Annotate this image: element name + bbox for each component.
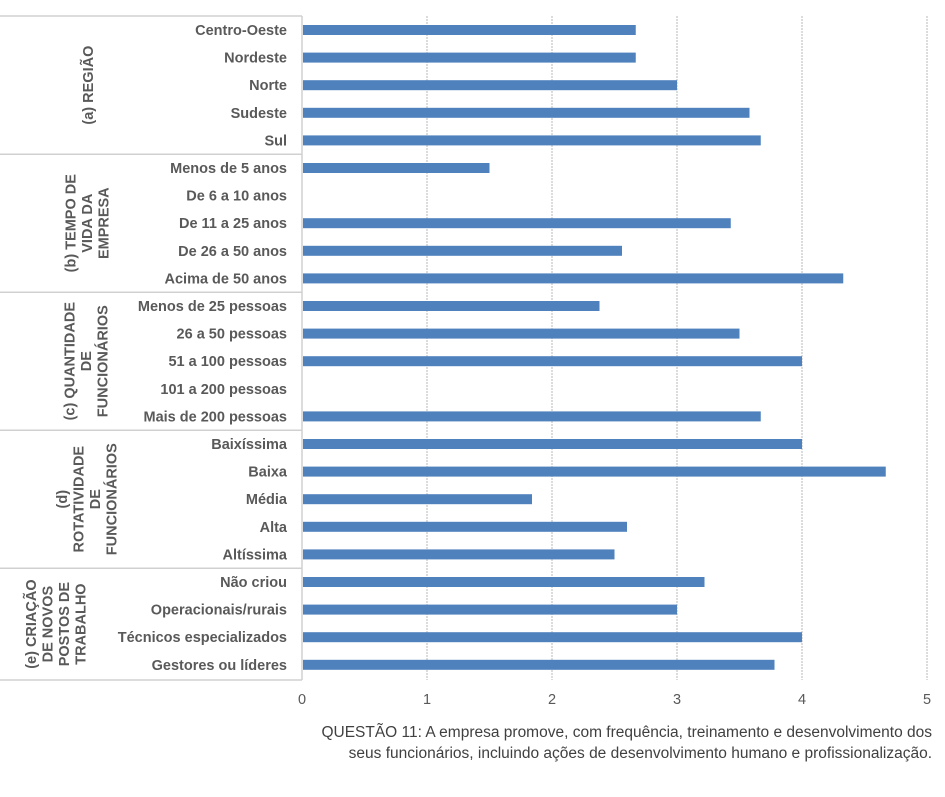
bar xyxy=(303,107,750,118)
caption-line-2: seus funcionários, incluindo ações de de… xyxy=(348,745,932,762)
category-label: Altíssima xyxy=(223,547,288,563)
group-label: (d) xyxy=(55,490,71,509)
bar xyxy=(303,549,615,560)
bar xyxy=(303,218,731,229)
gridlines xyxy=(301,16,928,680)
bars xyxy=(303,25,886,670)
bar xyxy=(303,163,490,173)
bar xyxy=(303,466,886,477)
category-label: Baixa xyxy=(248,465,288,481)
bar xyxy=(303,577,705,587)
group-label: ROTATIVIDADE xyxy=(72,446,88,553)
category-label: Nordeste xyxy=(224,51,287,67)
category-label: Mais de 200 pessoas xyxy=(144,409,287,425)
category-label: 101 a 200 pessoas xyxy=(160,382,287,398)
group-label: (e) CRIAÇÃO xyxy=(22,579,40,668)
x-tick-label: 0 xyxy=(298,692,306,708)
bar xyxy=(303,411,761,422)
category-label: Operacionais/rurais xyxy=(151,603,287,619)
group-label: DE xyxy=(79,351,95,371)
category-label: De 26 a 50 anos xyxy=(178,244,287,260)
category-label: De 6 a 10 anos xyxy=(186,189,287,205)
category-label: Menos de 5 anos xyxy=(170,161,287,177)
bar xyxy=(303,659,775,670)
category-labels: Centro-Oeste Nordeste Norte Sudeste Sul Menos… xyxy=(118,23,288,674)
chart-caption: QUESTÃO 11: A empresa promove, com frequ… xyxy=(150,722,932,764)
x-tick-label: 3 xyxy=(673,692,681,708)
bar xyxy=(303,135,761,146)
caption-line-1: QUESTÃO 11: A empresa promove, com frequ… xyxy=(321,724,932,741)
group-label: TRABALHO xyxy=(74,583,90,664)
category-label: Baixíssima xyxy=(211,437,288,453)
category-label: Acima de 50 anos xyxy=(165,271,288,287)
group-label: EMPRESA xyxy=(97,187,113,259)
group-label: DE NOVOS xyxy=(41,586,57,663)
category-label: Sul xyxy=(264,133,287,149)
group-label: DE xyxy=(88,489,104,509)
bar xyxy=(303,632,802,643)
category-label: 51 a 100 pessoas xyxy=(168,354,287,370)
category-label: 26 a 50 pessoas xyxy=(177,327,287,343)
category-label: Menos de 25 pessoas xyxy=(138,299,287,315)
bar xyxy=(303,245,622,256)
bar xyxy=(303,356,802,367)
group-label: FUNCIONÁRIOS xyxy=(104,443,121,555)
category-label: Alta xyxy=(260,520,288,536)
x-axis-ticks: 0 1 2 3 4 5 xyxy=(298,692,931,708)
group-label: (c) QUANTIDADE xyxy=(63,302,79,421)
group-labels: (a) REGIÃO (b) TEMPO DE VIDA DA EMPRESA (c) … xyxy=(22,46,121,669)
category-label: Técnicos especializados xyxy=(118,630,287,646)
x-tick-label: 5 xyxy=(923,692,931,708)
bar xyxy=(303,328,740,339)
x-tick-label: 1 xyxy=(423,692,431,708)
group-label: POSTOS DE xyxy=(57,582,73,667)
bar xyxy=(303,494,532,505)
category-label: Não criou xyxy=(220,575,287,591)
group-label: VIDA DA xyxy=(80,193,96,253)
bar xyxy=(303,52,636,63)
x-tick-label: 4 xyxy=(798,692,806,708)
bar xyxy=(303,604,677,615)
bar-chart: Centro-Oeste Nordeste Norte Sudeste Sul Menos… xyxy=(0,15,931,708)
x-tick-label: 2 xyxy=(548,692,556,708)
bar xyxy=(303,25,636,35)
bar xyxy=(303,273,844,284)
group-label: (b) TEMPO DE xyxy=(64,174,80,273)
category-label: Sudeste xyxy=(231,106,287,122)
group-label: FUNCIONÁRIOS xyxy=(95,305,112,417)
bar xyxy=(303,439,802,449)
group-label: (a) REGIÃO xyxy=(79,46,97,125)
bar xyxy=(303,80,677,91)
bar xyxy=(303,521,627,532)
category-label: Média xyxy=(246,492,288,508)
category-label: Gestores ou líderes xyxy=(152,658,287,674)
category-label: De 11 a 25 anos xyxy=(179,216,287,232)
bar xyxy=(303,301,600,311)
category-label: Norte xyxy=(249,78,287,94)
category-label: Centro-Oeste xyxy=(195,23,287,39)
group-boxes xyxy=(0,15,302,681)
